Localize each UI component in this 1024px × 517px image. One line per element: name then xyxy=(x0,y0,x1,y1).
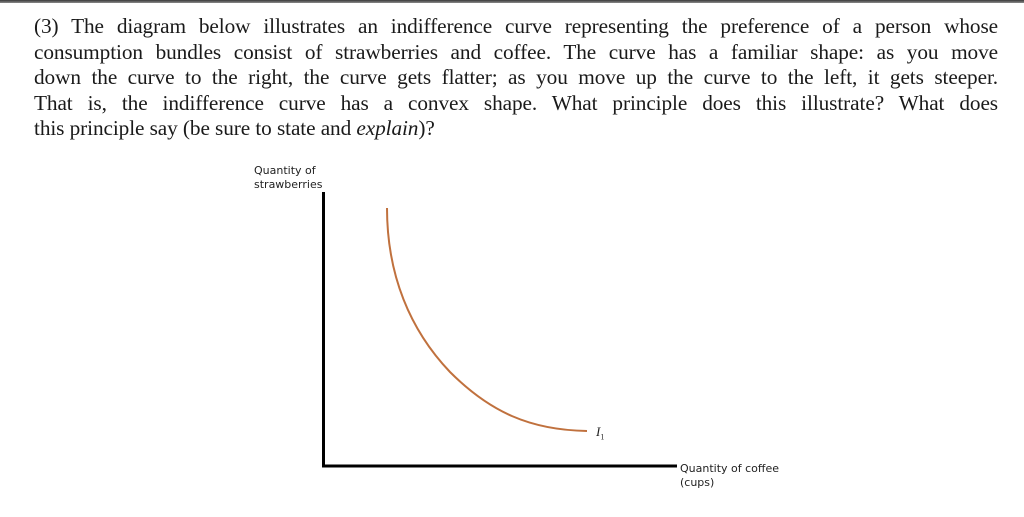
x-axis-label-line-2: (cups) xyxy=(680,476,715,489)
curve-label-main: I xyxy=(596,424,601,439)
question-line-3: down the curve to the right, the curve g… xyxy=(34,65,998,90)
question-line-5: this principle say (be sure to state and… xyxy=(34,116,998,142)
top-border xyxy=(0,0,1024,3)
emphasis-explain: explain xyxy=(356,116,419,141)
question-line-4: That is, the indifference curve has a co… xyxy=(34,90,998,115)
y-axis-label-line-2: strawberries xyxy=(254,178,323,191)
question-text: (3) The diagram below illustrates an ind… xyxy=(34,14,998,142)
question-line-5-prefix: this principle say (be sure to state and xyxy=(34,116,357,141)
curve-label-subscript: 1 xyxy=(600,432,605,442)
x-axis-label: Quantity of coffee (cups) xyxy=(680,462,779,490)
y-axis-label-line-1: Quantity of xyxy=(254,164,316,177)
question-line-2: consumption bundles consist of strawberr… xyxy=(34,39,998,64)
question-line-1: (3) The diagram below illustrates an ind… xyxy=(34,14,998,38)
y-axis-label: Quantity of strawberries xyxy=(254,164,322,192)
curve-label: I1 xyxy=(596,424,604,442)
x-axis-label-line-1: Quantity of coffee xyxy=(680,462,780,475)
question-line-5-suffix: )? xyxy=(418,116,435,141)
indifference-curve xyxy=(386,207,588,432)
